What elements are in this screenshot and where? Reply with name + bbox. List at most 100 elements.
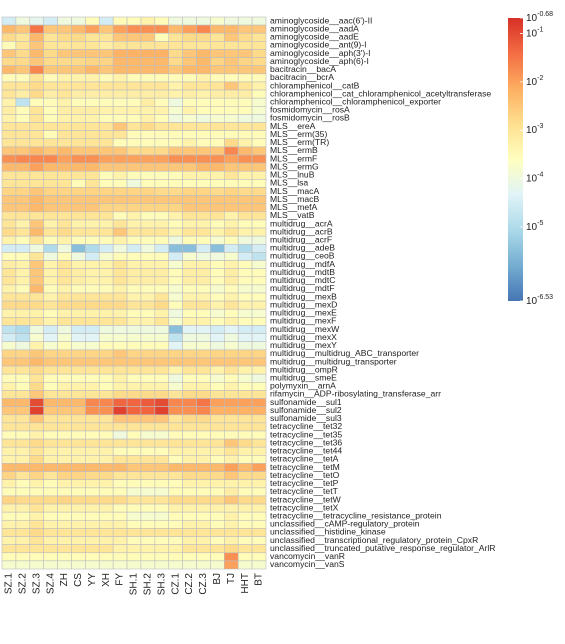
heatmap-cell [140,16,156,26]
heatmap-cell [182,414,197,424]
heatmap-cell [126,536,142,545]
heatmap-cell [154,422,170,432]
heatmap-cell [224,203,239,213]
heatmap-cell [154,114,170,123]
heatmap-cell [251,317,267,326]
colorbar-tick-label: 10-6.53 [526,294,553,307]
heatmap-cell [182,89,197,99]
heatmap-cell [126,544,142,554]
row-label: multidrug__mexB [270,291,337,301]
heatmap-cell [57,560,72,570]
heatmap-cell [154,97,170,107]
heatmap-cell [71,138,86,148]
heatmap-cell [1,381,17,391]
heatmap-cell [196,349,211,359]
heatmap-cell [126,528,142,537]
heatmap-cell [85,414,100,424]
heatmap-cell [43,317,58,326]
heatmap-cell [85,300,100,310]
heatmap-cell [98,276,114,286]
column-label: TJ [226,573,237,584]
heatmap-cell [57,414,72,424]
heatmap-cell [29,41,44,50]
heatmap-cell [182,300,197,310]
heatmap-cell [196,406,211,416]
heatmap-cell [196,162,211,172]
heatmap-cell [98,390,114,399]
heatmap-cell [85,203,100,213]
heatmap-cell [1,341,17,351]
heatmap-cell [168,300,183,310]
row-label: MLS__mefA [270,202,318,212]
row-label: fosmidomycin__rosA [270,105,350,115]
heatmap-cell [112,495,128,505]
heatmap-cell [154,24,170,34]
heatmap-cell [237,406,253,416]
heatmap-cell [29,471,44,481]
heatmap-cell [85,162,100,172]
heatmap-cell [154,308,170,318]
heatmap-cell [154,187,170,196]
heatmap-cell [224,227,239,237]
heatmap-cell [15,211,31,221]
heatmap-cell [15,138,31,148]
heatmap-cell [85,243,100,253]
heatmap-cell [43,65,58,75]
heatmap-cell [15,170,31,180]
heatmap-cell [112,560,128,570]
heatmap-cell [237,146,253,156]
heatmap-cell [1,146,17,156]
heatmap-cell [224,552,239,562]
heatmap-cell [1,195,17,205]
heatmap-cell [168,252,183,261]
heatmap-cell [140,300,156,310]
heatmap-cell [210,519,225,529]
heatmap-cell [196,471,211,481]
heatmap-cell [29,81,44,91]
heatmap-cell [140,398,156,407]
heatmap-cell [196,170,211,180]
heatmap-cell [210,146,225,156]
heatmap-cell [43,73,58,83]
heatmap-cell [196,463,211,472]
heatmap-cell [29,243,44,253]
heatmap-cell [251,138,267,148]
colorbar-tick-base: 10 [526,296,538,307]
heatmap-cell [196,49,211,58]
heatmap-cell [196,243,211,253]
heatmap-cell [1,536,17,545]
heatmap-cell [237,276,253,286]
heatmap-cell [71,487,86,497]
heatmap-cell [210,16,225,26]
heatmap-cell [237,252,253,261]
heatmap-cell [251,333,267,343]
row-label: MLS__ereA [270,121,316,131]
heatmap-cell [140,219,156,229]
heatmap-cell [210,122,225,131]
row-label: bacitracin__bcrA [270,72,334,82]
colorbar-tick-label: 10-0.68 [526,11,553,24]
heatmap-cell [196,219,211,229]
heatmap-cell [1,398,17,407]
heatmap-cell [71,65,86,75]
heatmap-cell [43,162,58,172]
colorbar-tick-label: 10-3 [526,123,543,136]
heatmap-cell [43,455,58,464]
heatmap-cell [71,560,86,570]
heatmap-cell [98,463,114,472]
heatmap-cell [57,170,72,180]
heatmap-cell [43,544,58,554]
heatmap-cell [112,284,128,294]
heatmap-cell [196,430,211,440]
heatmap-cell [251,341,267,351]
heatmap-cell [85,536,100,545]
heatmap-cell [43,300,58,310]
heatmap-cell [29,276,44,286]
heatmap-cell [168,455,183,464]
heatmap-cell [15,89,31,99]
heatmap-cell [57,519,72,529]
heatmap-cell [126,187,142,196]
heatmap-cell [112,227,128,237]
heatmap-cell [182,333,197,343]
heatmap-cell [57,463,72,472]
